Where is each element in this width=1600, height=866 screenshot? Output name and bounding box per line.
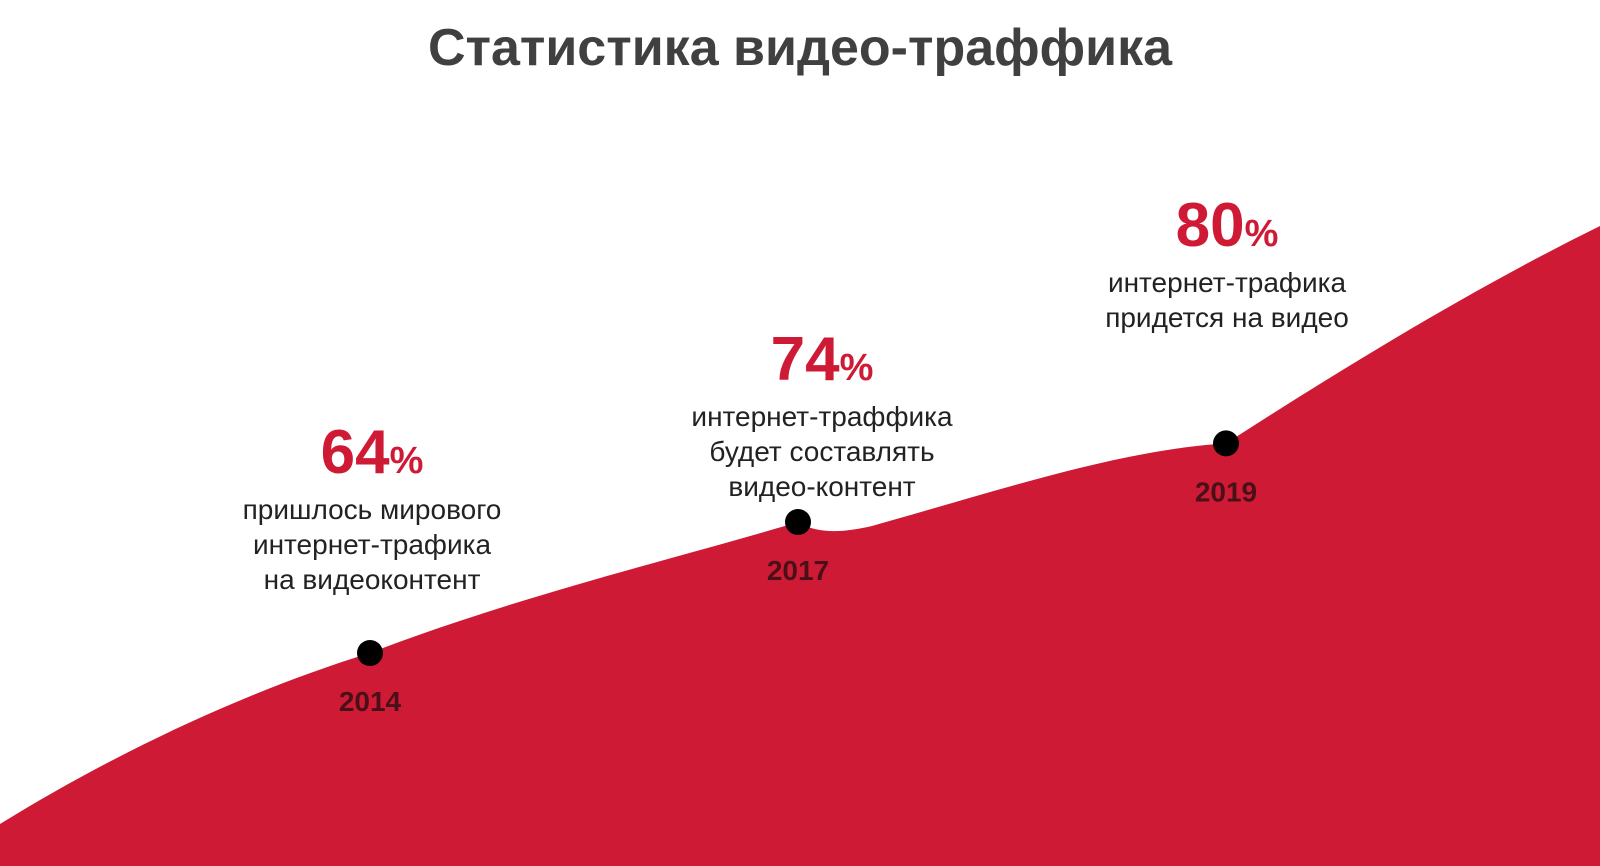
year-label-2017: 2017 — [767, 555, 829, 586]
stat-description-2014: пришлось мирового интернет-трафика на ви… — [242, 494, 502, 595]
year-label-2014: 2014 — [339, 686, 402, 717]
stat-value-2017: 74% — [770, 325, 874, 394]
stat-2017: 74% интернет-траффика будет составлять в… — [642, 329, 1002, 504]
year-label-2019: 2019 — [1195, 476, 1257, 507]
stat-description-2019: интернет-трафика придется на видео — [1105, 267, 1349, 333]
stat-2014: 64% пришлось мирового интернет-трафика н… — [192, 422, 552, 597]
marker-2017 — [785, 509, 811, 535]
area-series — [0, 226, 1600, 866]
stat-2019: 80% интернет-трафика придется на видео — [1047, 195, 1407, 335]
chart-title: Статистика видео-траффика — [427, 19, 1173, 77]
data-markers: 2014 2017 2019 — [339, 430, 1257, 717]
stat-value-2014: 64% — [320, 418, 424, 487]
stat-value-2019: 80% — [1175, 191, 1279, 260]
marker-2019 — [1213, 430, 1239, 457]
stat-description-2017: интернет-траффика будет составлять видео… — [691, 401, 953, 502]
marker-2014 — [357, 640, 383, 666]
